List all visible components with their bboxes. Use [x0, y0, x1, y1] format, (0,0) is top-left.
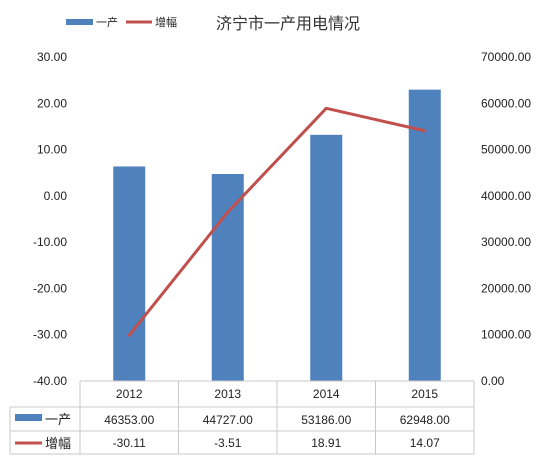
bar-series: [113, 89, 441, 381]
right-tick-label: 0.00: [481, 374, 505, 388]
table-cell-growth: 14.07: [410, 436, 440, 450]
table-cell-usage: 46353.00: [104, 413, 154, 427]
table-rowlabel-bar: 一产: [45, 412, 71, 427]
table-cell-growth: -30.11: [113, 436, 146, 450]
left-tick-label: 20.00: [37, 96, 67, 110]
category-label: 2012: [116, 387, 143, 401]
bar-2012: [113, 166, 146, 381]
table-key-bar: [15, 414, 42, 421]
growth-point-2012: [127, 333, 131, 337]
right-axis-ticks: 70000.00 60000.00 50000.00 40000.00 30000.00…: [481, 50, 531, 388]
table-cell-usage: 53186.00: [301, 413, 351, 427]
left-tick-label: -40.00: [33, 374, 67, 388]
bar-2015: [408, 89, 441, 381]
right-tick-label: 40000.00: [481, 189, 531, 203]
right-tick-label: 20000.00: [481, 281, 531, 295]
table-cell-usage: 62948.00: [400, 413, 450, 427]
legend: 一产 增幅: [66, 15, 177, 29]
left-tick-label: -30.00: [33, 328, 67, 342]
right-tick-label: 60000.00: [481, 96, 531, 110]
left-tick-label: 10.00: [37, 143, 67, 157]
bar-2014: [310, 134, 343, 381]
category-label: 2015: [411, 387, 438, 401]
right-tick-label: 50000.00: [481, 143, 531, 157]
table-cell-growth: -3.51: [214, 436, 242, 450]
growth-point-2013: [226, 210, 230, 214]
left-axis-ticks: 30.00 20.00 10.00 0.00 -10.00 -20.00 -30.00 -40…: [33, 50, 67, 388]
right-tick-label: 30000.00: [481, 235, 531, 249]
data-table-grid: [9, 380, 475, 455]
line-series: [127, 106, 427, 337]
bar-2013: [211, 173, 244, 381]
right-tick-label: 70000.00: [481, 50, 531, 64]
legend-label-bar: 一产: [96, 15, 118, 29]
legend-label-line: 增幅: [155, 15, 177, 29]
growth-point-2014: [324, 106, 328, 110]
table-cell-usage: 44727.00: [203, 413, 253, 427]
legend-swatch-bar: [66, 19, 93, 25]
left-tick-label: 0.00: [44, 189, 68, 203]
right-tick-label: 10000.00: [481, 328, 531, 342]
growth-point-2015: [423, 129, 427, 133]
growth-line: [128, 106, 426, 337]
table-rowlabel-line: 增幅: [45, 436, 71, 451]
left-tick-label: 30.00: [37, 50, 67, 64]
data-table-cells: 2012 46353.00 -30.11 2013 44727.00 -3.51 2014 5…: [104, 387, 450, 450]
left-tick-label: -20.00: [33, 281, 67, 295]
category-label: 2014: [313, 387, 340, 401]
category-label: 2013: [214, 387, 241, 401]
left-tick-label: -10.00: [33, 235, 67, 249]
table-cell-growth: 18.91: [311, 436, 341, 450]
chart-title: 济宁市一产用电情况: [216, 15, 360, 33]
